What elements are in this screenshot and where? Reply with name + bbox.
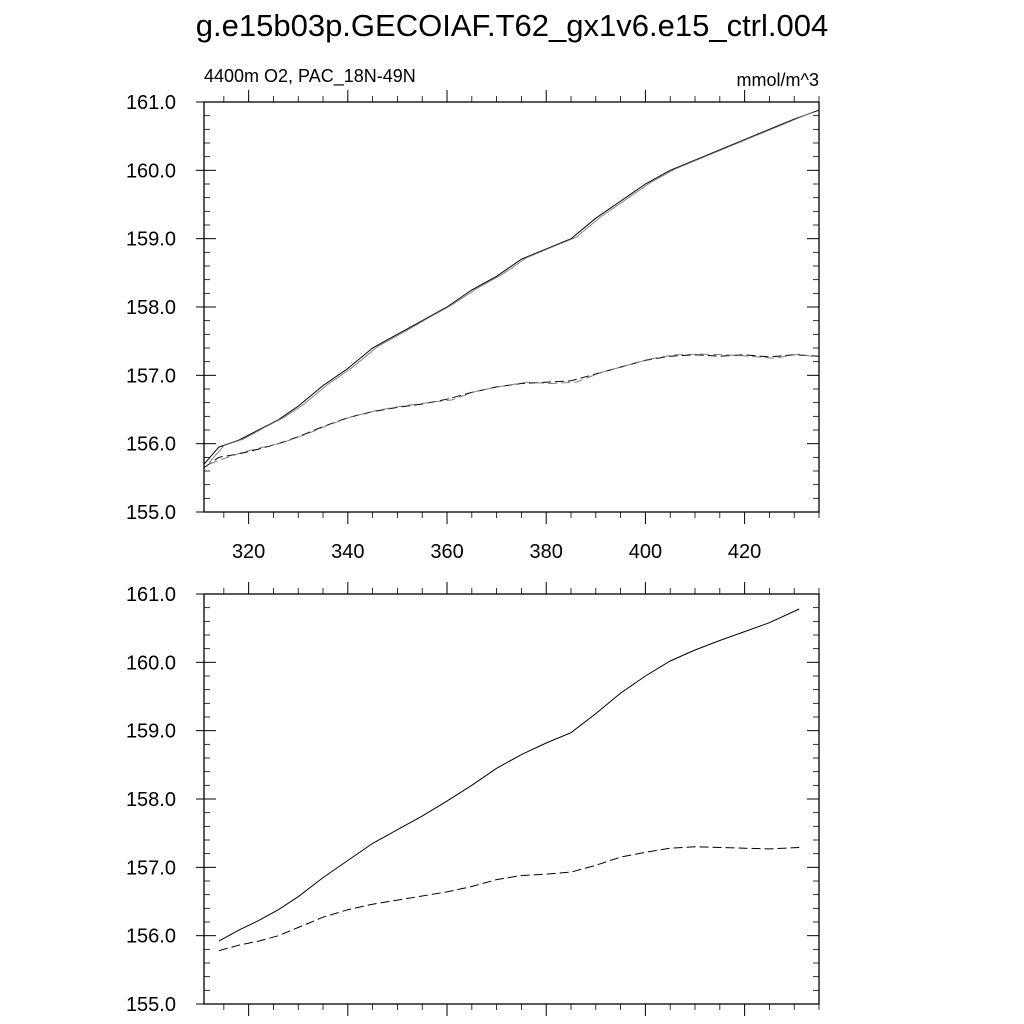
series-line-0 [218, 608, 800, 942]
plot-frame [203, 101, 820, 513]
x-tick-label: 400 [629, 541, 662, 563]
series-line-2 [203, 354, 820, 469]
bottom-panel: 155.0 156.0 157.0 158.0 159.0 160.0 161.0 [126, 582, 820, 1016]
plot-frame [203, 593, 820, 1005]
series-line-1 [218, 846, 800, 952]
left-string-label: 4400m O2, PAC_18N-49N [204, 66, 416, 87]
y-tick-label: 161.0 [126, 92, 176, 114]
y-tick-label: 159.0 [126, 229, 176, 251]
x-tick-label: 320 [232, 541, 265, 563]
y-tick-label: 156.0 [126, 926, 176, 948]
y-tick-label: 156.0 [126, 434, 176, 456]
y-tick-label: 161.0 [126, 584, 176, 606]
x-tick-label: 420 [728, 541, 761, 563]
x-tick-label: 360 [430, 541, 463, 563]
series-line-3 [208, 353, 815, 465]
y-tick-label: 160.0 [126, 160, 176, 182]
y-tick-label: 157.0 [126, 857, 176, 879]
y-tick-label: 158.0 [126, 789, 176, 811]
right-string-label: mmol/m^3 [737, 70, 819, 90]
top-panel: 155.0 156.0 157.0 158.0 159.0 160.0 161.0 320 34… [126, 66, 820, 563]
series-line-1 [208, 111, 815, 464]
y-tick-label: 158.0 [126, 297, 176, 319]
series-line-0 [203, 109, 820, 465]
x-tick-label: 340 [331, 541, 364, 563]
y-tick-label: 155.0 [126, 994, 176, 1016]
y-tick-label: 160.0 [126, 652, 176, 674]
page-title: g.e15b03p.GECOIAF.T62_gx1v6.e15_ctrl.004 [195, 8, 829, 43]
y-tick-label: 159.0 [126, 721, 176, 743]
y-tick-label: 157.0 [126, 365, 176, 387]
y-tick-label: 155.0 [126, 502, 176, 524]
x-tick-label: 380 [530, 541, 563, 563]
